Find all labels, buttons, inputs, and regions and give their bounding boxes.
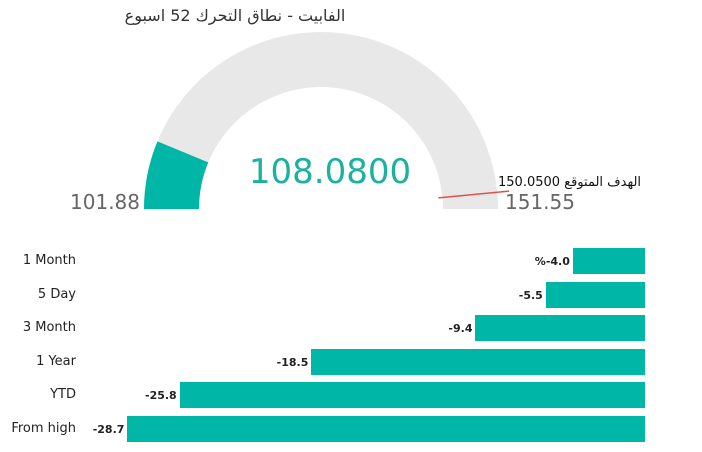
gauge-max-label: 151.55 bbox=[505, 190, 575, 214]
bar-value-label: -5.5 bbox=[518, 288, 543, 302]
category-label: 1 Year bbox=[36, 353, 76, 369]
bar bbox=[127, 416, 645, 442]
bar-value-label: %-4.0 bbox=[534, 255, 570, 268]
bar bbox=[545, 281, 645, 308]
category-label: 5 Day bbox=[37, 286, 76, 302]
category-label: YTD bbox=[50, 387, 76, 403]
bar-value-label: -28.7 bbox=[92, 423, 125, 436]
bar-value-label: -9.4 bbox=[448, 322, 473, 336]
bar bbox=[475, 315, 645, 342]
gauge-value: 108.0800 bbox=[248, 152, 412, 192]
gauge-chart bbox=[144, 32, 510, 209]
gauge-min-label: 101.88 bbox=[70, 190, 140, 214]
gauge-target-value: 150.0500 bbox=[498, 175, 561, 190]
category-label: 3 Month bbox=[22, 320, 76, 336]
gauge-target-marker bbox=[438, 190, 510, 199]
bar bbox=[572, 248, 645, 274]
gauge-target-label: 150.0500 الهدف المتوقع bbox=[498, 175, 641, 190]
bar-value-label: -18.5 bbox=[276, 355, 309, 369]
gauge-title: الفابيت - نطاق التحرك 52 اسبوع bbox=[124, 6, 346, 25]
gauge-value-fill bbox=[144, 141, 209, 209]
gauge-track bbox=[144, 32, 498, 209]
bar-value-label: -25.8 bbox=[145, 389, 177, 403]
bar bbox=[179, 382, 645, 409]
category-label: 1 Month bbox=[22, 253, 76, 268]
gauge-target-caption: الهدف المتوقع bbox=[564, 175, 642, 190]
bar bbox=[311, 348, 645, 375]
category-label: From high bbox=[11, 421, 76, 436]
